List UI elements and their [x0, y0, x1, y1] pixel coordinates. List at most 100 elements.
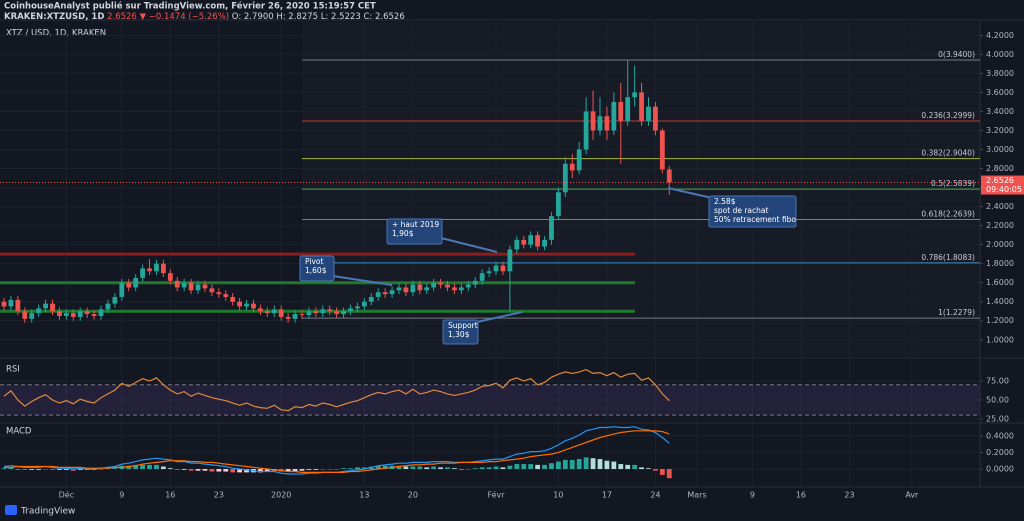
macd-histogram-bar	[556, 461, 561, 470]
macd-histogram-bar	[590, 458, 596, 470]
candle-body	[209, 288, 215, 293]
annotation-text: Pivot	[305, 257, 323, 266]
x-tick-label: Mars	[687, 491, 706, 500]
fib-label: 1(1.2279)	[938, 308, 975, 317]
candle-body	[507, 249, 513, 272]
candle-body	[486, 271, 492, 274]
x-tick-label: 10	[553, 491, 563, 500]
macd-histogram-bar	[264, 469, 270, 472]
macd-histogram-bar	[320, 469, 326, 470]
candle-body	[368, 296, 374, 302]
macd-histogram-bar	[597, 459, 603, 470]
candle-body	[292, 314, 298, 319]
candle-body	[313, 311, 319, 314]
macd-histogram-bar	[417, 466, 423, 470]
y-tick-label: 0.2000	[986, 448, 1014, 457]
candle-body	[500, 265, 506, 272]
annotation-box	[299, 255, 335, 282]
candle-body	[167, 273, 173, 281]
x-tick-label: 23	[844, 491, 854, 500]
y-tick-label: 4.0000	[986, 50, 1014, 59]
candle-body	[431, 282, 437, 288]
macd-histogram-bar	[472, 468, 478, 470]
macd-histogram-bar	[22, 469, 28, 470]
macd-histogram-bar	[452, 468, 457, 470]
candle-body	[244, 303, 249, 307]
candle-body	[556, 192, 561, 217]
candle-body	[1, 301, 7, 307]
candle-body	[84, 311, 90, 315]
y-tick-label: 3.4000	[986, 107, 1014, 116]
countdown-label: 09:40:05	[986, 185, 1022, 194]
macd-histogram-bar	[514, 464, 520, 470]
candle-body	[493, 265, 499, 272]
macd-histogram-bar	[292, 469, 298, 472]
macd-histogram-bar	[659, 469, 665, 475]
macd-histogram-bar	[410, 466, 416, 470]
macd-histogram-bar	[133, 464, 139, 470]
macd-histogram-bar	[653, 469, 658, 471]
y-tick-label: 3.0000	[986, 145, 1014, 154]
candle-body	[403, 287, 409, 293]
candle-body	[70, 313, 76, 317]
fib-label: 0.618(2.2639)	[921, 210, 975, 219]
y-tick-label: 3.2000	[986, 126, 1014, 135]
macd-histogram-bar	[216, 469, 222, 472]
macd-histogram-bar	[154, 464, 159, 470]
candle-body	[438, 282, 443, 285]
x-tick-label: 20	[408, 491, 418, 500]
macd-histogram-bar	[126, 465, 132, 470]
x-tick-label: 13	[359, 491, 369, 500]
candle-body	[15, 299, 21, 312]
price-tag-label: 2.6526	[986, 176, 1014, 185]
macd-histogram-bar	[576, 459, 582, 470]
macd-histogram-bar	[8, 467, 14, 470]
macd-histogram-bar	[348, 468, 353, 470]
annotation-text: + haut 2019	[392, 220, 439, 229]
macd-histogram-bar	[258, 469, 263, 473]
macd-histogram-bar	[29, 469, 35, 470]
y-tick-label: 2.4000	[986, 202, 1014, 211]
candle-body	[646, 106, 651, 121]
macd-histogram-bar	[36, 469, 42, 470]
candle-body	[355, 306, 360, 309]
y-tick-label: 25.00	[986, 414, 1009, 423]
macd-histogram-bar	[195, 469, 201, 471]
candle-body	[375, 292, 381, 297]
macd-histogram-bar	[486, 467, 492, 470]
x-tick-label: 17	[602, 491, 612, 500]
candle-body	[285, 316, 291, 319]
macd-histogram-bar	[160, 466, 166, 470]
y-tick-label: 50.00	[986, 395, 1009, 404]
annotation-text: Support	[448, 321, 478, 330]
candle-body	[43, 303, 48, 309]
candle-body	[264, 311, 270, 314]
x-tick-label: 16	[165, 491, 175, 500]
candle-body	[590, 111, 596, 131]
candle-body	[188, 282, 194, 291]
panel-title: RSI	[6, 365, 20, 375]
macd-histogram-bar	[375, 465, 381, 470]
candle-body	[334, 311, 340, 315]
macd-histogram-bar	[188, 469, 194, 471]
candle-body	[57, 311, 62, 316]
candle-body	[341, 311, 346, 315]
macd-histogram-bar	[618, 464, 624, 470]
candle-body	[119, 282, 125, 297]
macd-histogram-bar	[1, 468, 7, 470]
macd-histogram-bar	[403, 466, 409, 470]
macd-histogram-bar	[77, 469, 83, 470]
y-tick-label: 4.2000	[986, 31, 1014, 40]
macd-histogram-bar	[140, 464, 145, 470]
candle-body	[611, 101, 617, 131]
macd-histogram-bar	[569, 459, 575, 470]
annotation-text: 1,60$	[305, 266, 327, 275]
macd-histogram-bar	[431, 466, 437, 470]
candle-body	[112, 296, 118, 304]
candle-body	[160, 263, 166, 274]
y-tick-label: 1.2000	[986, 316, 1014, 325]
x-tick-label: Déc	[59, 490, 74, 500]
macd-histogram-bar	[424, 467, 430, 470]
candle-body	[528, 235, 534, 245]
